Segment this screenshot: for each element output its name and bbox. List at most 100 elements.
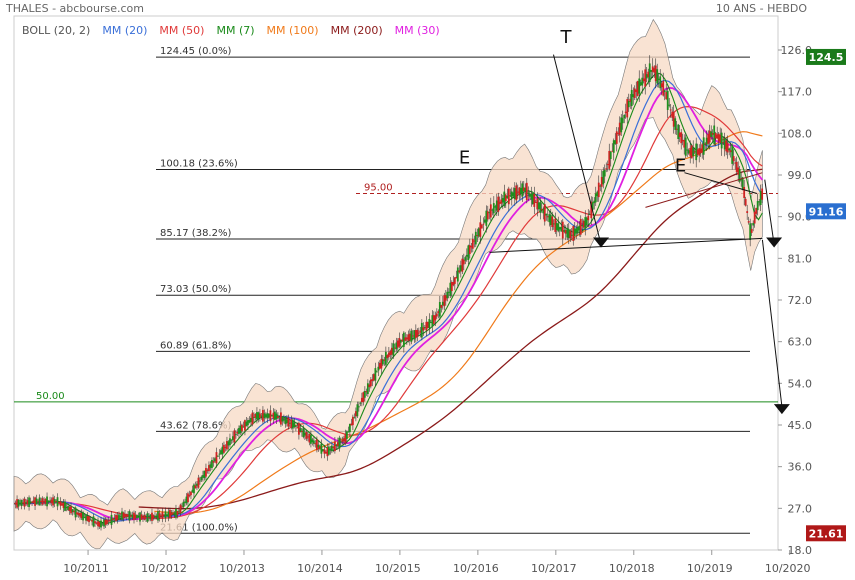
- candle-body: [146, 513, 149, 522]
- candle-body: [539, 202, 542, 213]
- candle-body: [476, 235, 479, 237]
- candle-body: [314, 443, 317, 445]
- candle-body: [119, 516, 122, 518]
- candle-body: [277, 416, 279, 419]
- candle-body: [40, 500, 42, 503]
- candle-body: [630, 89, 633, 107]
- candle-body: [136, 515, 138, 519]
- candle-body: [749, 223, 752, 240]
- candle-body: [756, 201, 759, 211]
- ma-100-line: [154, 131, 763, 514]
- candle-body: [570, 234, 573, 236]
- candle-body: [35, 498, 38, 505]
- candle-body: [471, 238, 474, 249]
- candle-body: [377, 366, 380, 371]
- candle-body: [130, 515, 132, 517]
- candle-body: [371, 379, 374, 382]
- candle-body: [316, 439, 318, 451]
- candle-body: [482, 223, 485, 225]
- candle-body: [729, 150, 732, 153]
- candle-body: [32, 500, 35, 504]
- candle-body: [327, 446, 330, 455]
- candle-body: [336, 442, 339, 447]
- candle-body: [44, 498, 47, 504]
- candle-body: [521, 183, 524, 197]
- candle-body: [232, 436, 234, 440]
- candle-body: [378, 362, 381, 369]
- candle-body: [432, 315, 435, 324]
- candle-body: [473, 240, 476, 242]
- candle-body: [167, 511, 170, 518]
- candle-body: [434, 315, 437, 321]
- candle-body: [170, 512, 173, 515]
- candle-body: [318, 446, 321, 449]
- price-badge-label: 124.5: [809, 51, 844, 64]
- candle-body: [641, 77, 644, 86]
- candle-body: [19, 502, 21, 504]
- candle-body: [289, 422, 291, 424]
- candle-body: [68, 506, 71, 512]
- candle-body: [284, 417, 287, 425]
- candle-body: [92, 516, 95, 527]
- candle-body: [635, 89, 638, 93]
- candle-body: [401, 339, 404, 342]
- candle-body: [662, 80, 665, 96]
- candle-body: [269, 410, 272, 422]
- candle-body: [212, 461, 215, 463]
- candle-body: [253, 416, 255, 418]
- candle-body: [537, 202, 540, 209]
- x-tick-label: 10/2016: [453, 562, 499, 575]
- candle-body: [172, 513, 174, 515]
- candle-body: [347, 431, 350, 433]
- candle-body: [73, 510, 75, 513]
- candle-body: [677, 124, 680, 139]
- candle-body: [717, 133, 720, 142]
- candle-body: [74, 507, 77, 518]
- candle-body: [695, 143, 698, 161]
- candle-body: [275, 413, 278, 420]
- candle-body: [744, 198, 747, 206]
- arrow-head: [593, 237, 610, 248]
- candle-body: [491, 209, 494, 211]
- candle-body: [46, 496, 48, 507]
- candle-body: [155, 515, 158, 517]
- x-tick-label: 10/2011: [63, 562, 109, 575]
- candle-body: [43, 501, 45, 503]
- candle-body: [374, 368, 377, 381]
- candle-body: [124, 513, 126, 517]
- candle-body: [25, 502, 27, 504]
- candle-body: [109, 519, 111, 522]
- candle-body: [585, 217, 588, 226]
- candle-body: [455, 276, 458, 279]
- hline-label: 50.00: [36, 391, 65, 402]
- candle-body: [262, 409, 264, 422]
- candle-body: [411, 335, 414, 337]
- candle-body: [546, 216, 549, 218]
- candle-body: [761, 188, 764, 200]
- candle-body: [52, 497, 54, 506]
- ma-30-line: [13, 86, 764, 521]
- candle-body: [551, 216, 554, 228]
- candle-body: [218, 453, 221, 455]
- candle-body: [602, 171, 605, 185]
- candle-body: [47, 501, 50, 503]
- candle-body: [498, 201, 501, 205]
- candle-body: [88, 516, 90, 523]
- candle-body: [438, 302, 441, 317]
- ma-50-line: [76, 105, 763, 519]
- plot-frame: [13, 15, 779, 551]
- candle-body: [278, 417, 281, 419]
- candle-body: [127, 514, 129, 517]
- candle-body: [462, 259, 465, 265]
- candle-body: [444, 295, 447, 301]
- candle-body: [220, 450, 222, 455]
- candle-body: [674, 118, 677, 130]
- candle-body: [468, 245, 471, 255]
- y-tick-label: 36.0: [788, 461, 813, 474]
- candle-body: [65, 506, 68, 508]
- candle-body: [548, 214, 551, 223]
- candle-body: [369, 379, 372, 387]
- candle-body: [281, 416, 284, 422]
- candle-body: [672, 112, 675, 127]
